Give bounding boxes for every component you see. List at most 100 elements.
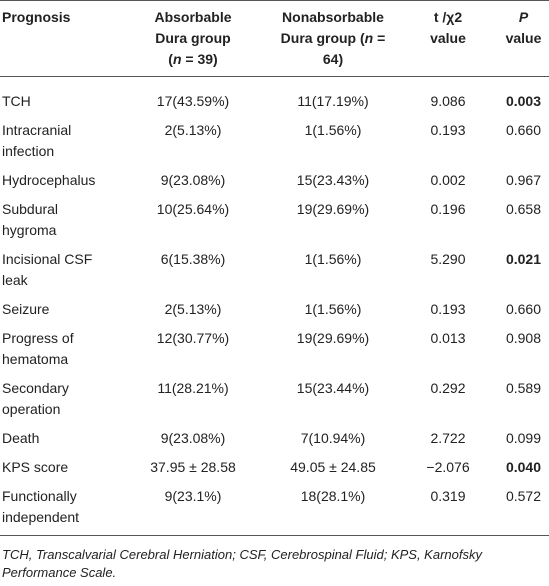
header-text: n — [364, 30, 374, 46]
table-cell: Hydrocephalus — [2, 172, 96, 188]
header-text: P — [518, 9, 529, 25]
header-line: Absorbable — [120, 7, 266, 28]
table-cell: 0.572 — [498, 482, 549, 536]
table-cell: 17(43.59%) — [156, 93, 230, 109]
table-cell: Subdural hygroma — [2, 201, 59, 238]
header-text: t /χ2 — [433, 9, 463, 25]
table-cell: 0.967 — [505, 172, 542, 188]
table-cell: 9(23.1%) — [118, 482, 268, 536]
header-line: Nonabsorbable — [270, 7, 396, 28]
table-cell: 2.722 — [430, 430, 466, 446]
header-text: = 39) — [181, 51, 218, 67]
table-cell: 0.021 — [505, 251, 542, 267]
table-cell: 37.95 ± 28.58 — [150, 459, 236, 475]
header-text: value — [430, 30, 466, 46]
header-text: Absorbable — [154, 9, 232, 25]
table-row: Subdural hygroma 10(25.64%) 19(29.69%) 0.19… — [0, 195, 549, 245]
table-cell: 15(23.44%) — [296, 380, 370, 396]
table-cell: 9(23.08%) — [160, 172, 226, 188]
table-cell: 0.013 — [430, 330, 466, 346]
table-row: Death 9(23.08%) 7(10.94%) 2.722 0.099 — [0, 424, 549, 453]
table-cell: 15(23.43%) — [296, 172, 370, 188]
table-cell: 1(1.56%) — [304, 251, 362, 267]
table-cell: Functionally independent — [0, 482, 118, 536]
table-cell: 0.660 — [505, 122, 542, 138]
table-cell: 5.290 — [430, 251, 466, 267]
header-line: Prognosis — [2, 7, 116, 28]
table-cell: 12(30.77%) — [156, 330, 230, 346]
header-row: Prognosis Absorbable Dura group (n = 39) Non… — [0, 0, 549, 77]
table-row: Hydrocephalus 9(23.08%) 15(23.43%) 0.002 0.9… — [0, 166, 549, 195]
table-cell: 0.660 — [505, 301, 542, 317]
table-row: Progress of hematoma 12(30.77%) 19(29.69%)… — [0, 324, 549, 374]
header-cell: Prognosis — [0, 0, 118, 77]
header-text: n — [172, 51, 182, 67]
table-row: Secondary operation 11(28.21%) 15(23.44%) 0… — [0, 374, 549, 424]
header-text: Prognosis — [2, 9, 71, 25]
table-cell: Death — [2, 430, 40, 446]
table-cell: 0.908 — [505, 330, 542, 346]
table-cell: Intracranial infection — [2, 122, 72, 159]
table-body: TCH 17(43.59%) 11(17.19%) 9.086 0.003 Intracr… — [0, 77, 549, 536]
header-cell: t /χ2 value — [398, 0, 498, 77]
header-line: Dura group — [120, 28, 266, 49]
table-cell: 19(29.69%) — [296, 201, 370, 217]
table-cell: TCH — [2, 93, 31, 109]
table-cell: 0.099 — [505, 430, 542, 446]
table-cell: 0.003 — [505, 93, 542, 109]
table-cell: 0.193 — [430, 122, 466, 138]
header-line: t /χ2 — [400, 7, 496, 28]
table-cell: 9.086 — [430, 93, 466, 109]
table-cell: 0.292 — [430, 380, 466, 396]
header-line: value — [400, 28, 496, 49]
table-row: Seizure 2(5.13%) 1(1.56%) 0.193 0.660 — [0, 295, 549, 324]
table-cell: 6(15.38%) — [160, 251, 226, 267]
table-cell: KPS score — [2, 459, 69, 475]
table-cell: Progress of hematoma — [2, 330, 74, 367]
header-line: Dura group (n = 64) — [270, 28, 396, 70]
table-cell: 0.319 — [398, 482, 498, 536]
table-row: Functionally independent 9(23.1%) 18(28.1%… — [0, 482, 549, 536]
header-text: Nonabsorbable — [282, 9, 384, 25]
header-text: Dura group — [155, 30, 231, 46]
header-line: (n = 39) — [120, 49, 266, 70]
results-table: Prognosis Absorbable Dura group (n = 39) Non… — [0, 0, 549, 536]
table-row: Intracranial infection 2(5.13%) 1(1.56%) 0.… — [0, 116, 549, 166]
table-cell: 0.196 — [430, 201, 466, 217]
table-cell: Secondary operation — [2, 380, 69, 417]
table-cell: 11(28.21%) — [157, 380, 229, 396]
header-text: value — [505, 30, 542, 46]
table-cell: Seizure — [2, 301, 50, 317]
table-cell: 11(17.19%) — [297, 93, 369, 109]
table-cell: 7(10.94%) — [300, 430, 366, 446]
table-cell: 0.002 — [430, 172, 466, 188]
table-cell: 18(28.1%) — [268, 482, 398, 536]
table-cell: −2.076 — [426, 459, 470, 475]
table-cell: 2(5.13%) — [164, 122, 222, 138]
header-cell: Absorbable Dura group (n = 39) — [118, 0, 268, 77]
table-cell: Incisional CSF leak — [2, 251, 93, 288]
header-text: = 64) — [322, 30, 386, 67]
table-cell: 49.05 ± 24.85 — [290, 459, 376, 475]
header-cell: Nonabsorbable Dura group (n = 64) — [268, 0, 398, 77]
table-cell: 0.658 — [505, 201, 542, 217]
header-line: value — [500, 28, 547, 49]
table-cell: 19(29.69%) — [296, 330, 370, 346]
table-cell: 1(1.56%) — [304, 301, 362, 317]
table-row: TCH 17(43.59%) 11(17.19%) 9.086 0.003 — [0, 77, 549, 117]
table-cell: 0.589 — [505, 380, 542, 396]
table-cell: 10(25.64%) — [156, 201, 230, 217]
table-row: Incisional CSF leak 6(15.38%) 1(1.56%) 5.29… — [0, 245, 549, 295]
table-cell: 1(1.56%) — [304, 122, 362, 138]
header-line: P — [500, 7, 547, 28]
table-cell: 0.193 — [430, 301, 466, 317]
header-text: ( — [168, 51, 173, 67]
table-cell: 9(23.08%) — [160, 430, 226, 446]
header-text: Dura group ( — [280, 30, 365, 46]
table-cell: 2(5.13%) — [164, 301, 222, 317]
footnote: TCH, Transcalvarial Cerebral Herniation;… — [2, 547, 482, 580]
table-row: KPS score 37.95 ± 28.58 49.05 ± 24.85 −2.07… — [0, 453, 549, 482]
table-cell: 0.040 — [505, 459, 542, 475]
